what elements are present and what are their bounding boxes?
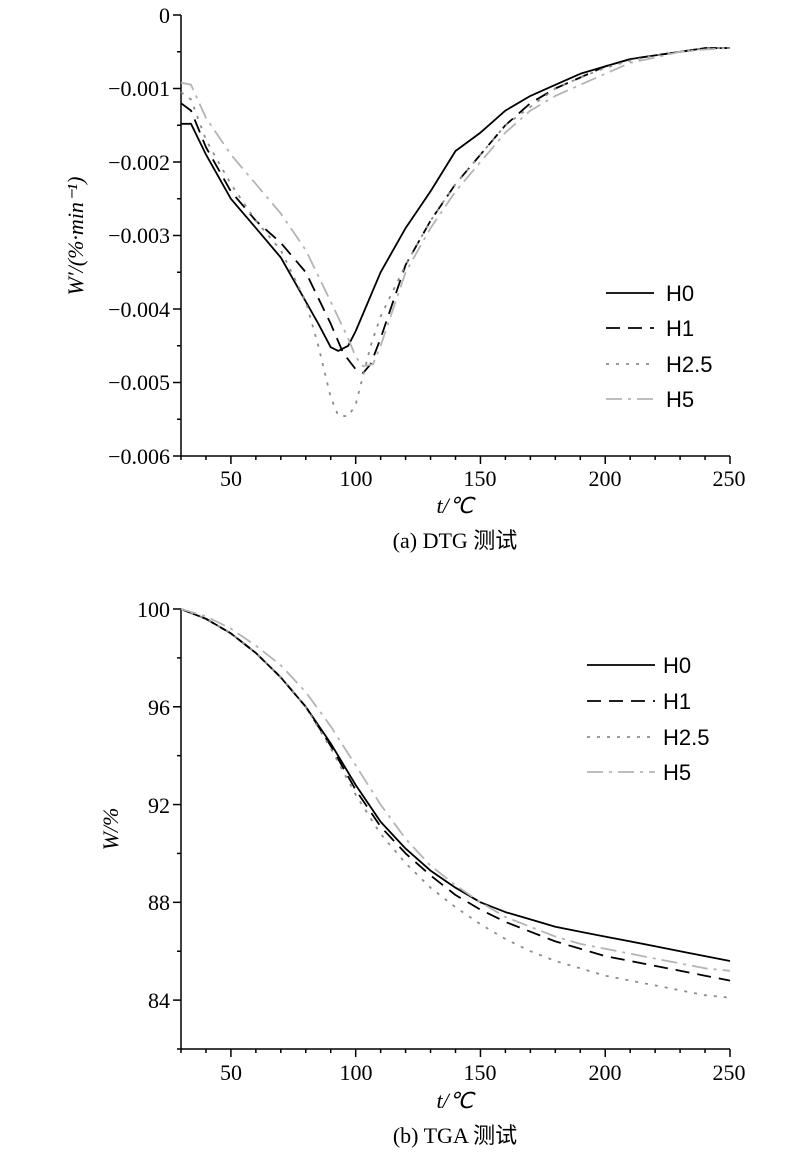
tga-ticks [173, 608, 731, 1057]
tga-x-tick-label: 200 [589, 1060, 622, 1085]
dtg-x-tick-label: 150 [464, 466, 497, 491]
dtg-legend-label-h0: H0 [666, 281, 694, 306]
dtg-x-tick-labels: 50 100 150 200 250 [220, 466, 746, 491]
dtg-y-tick-label: −0.004 [108, 297, 170, 322]
dtg-y-tick-label: −0.005 [108, 370, 170, 395]
dtg-y-tick-label: −0.001 [108, 76, 170, 101]
tga-x-tick-label: 50 [220, 1060, 242, 1085]
dtg-caption: (a) DTG 测试 [393, 528, 518, 553]
dtg-series-line-h5 [180, 47, 731, 368]
dtg-chart: 0 −0.001 −0.002 −0.003 −0.004 −0.005 −0.… [63, 3, 746, 553]
tga-x-axis-title: t/℃ [437, 1088, 476, 1113]
dtg-x-tick-label: 200 [589, 466, 622, 491]
dtg-y-tick-labels: 0 −0.001 −0.002 −0.003 −0.004 −0.005 −0.… [108, 3, 170, 469]
dtg-legend-label-h5: H5 [666, 387, 694, 412]
tga-y-axis-title: W/% [98, 808, 123, 851]
dtg-y-tick-label: −0.003 [108, 223, 170, 248]
dtg-ticks [173, 14, 731, 464]
tga-series-line-h5 [180, 608, 731, 972]
dtg-legend-label-h1: H1 [666, 316, 694, 341]
dtg-series-lines [180, 47, 731, 418]
dtg-legend: H0 H1 H2.5 H5 [606, 281, 712, 412]
tga-series-line-h0 [180, 608, 731, 962]
dtg-y-axis-title: W′/(%·min⁻¹) [63, 177, 88, 296]
dtg-y-tick-label: −0.002 [108, 150, 170, 175]
tga-caption: (b) TGA 测试 [393, 1123, 517, 1148]
dtg-x-tick-label: 50 [220, 466, 242, 491]
dtg-y-tick-label: −0.006 [108, 444, 170, 469]
tga-x-tick-label: 150 [464, 1060, 497, 1085]
tga-series-lines [180, 608, 731, 999]
tga-y-tick-label: 84 [148, 988, 170, 1013]
tga-plot-frame [180, 609, 730, 1050]
tga-legend: H0 H1 H2.5 H5 [587, 653, 709, 785]
tga-x-tick-labels: 50 100 150 200 250 [220, 1060, 746, 1085]
tga-y-tick-label: 92 [148, 793, 170, 818]
dtg-y-tick-label: 0 [159, 3, 170, 28]
dtg-x-axis-title: t/℃ [437, 493, 476, 518]
dtg-x-tick-label: 250 [713, 466, 746, 491]
tga-legend-label-h0: H0 [663, 653, 691, 678]
tga-legend-label-h5: H5 [663, 760, 691, 785]
dtg-plot-frame [180, 15, 730, 457]
tga-y-tick-label: 96 [148, 695, 170, 720]
dtg-x-tick-label: 100 [340, 466, 373, 491]
tga-chart: 100 96 92 88 84 50 100 150 200 250 W/% t… [98, 597, 746, 1148]
dtg-series-line-h1 [180, 47, 730, 374]
tga-legend-label-h2-5: H2.5 [663, 725, 709, 750]
tga-legend-label-h1: H1 [663, 689, 691, 714]
tga-y-tick-label: 100 [137, 597, 170, 622]
dtg-series-line-h0 [181, 47, 730, 352]
tga-y-tick-label: 88 [148, 890, 170, 915]
dtg-series-line-h2-5 [180, 47, 730, 418]
tga-series-line-h2-5 [180, 608, 731, 999]
tga-y-tick-labels: 100 96 92 88 84 [137, 597, 170, 1013]
tga-x-tick-label: 100 [340, 1060, 373, 1085]
tga-x-tick-label: 250 [713, 1060, 746, 1085]
dtg-legend-label-h2-5: H2.5 [666, 352, 712, 377]
